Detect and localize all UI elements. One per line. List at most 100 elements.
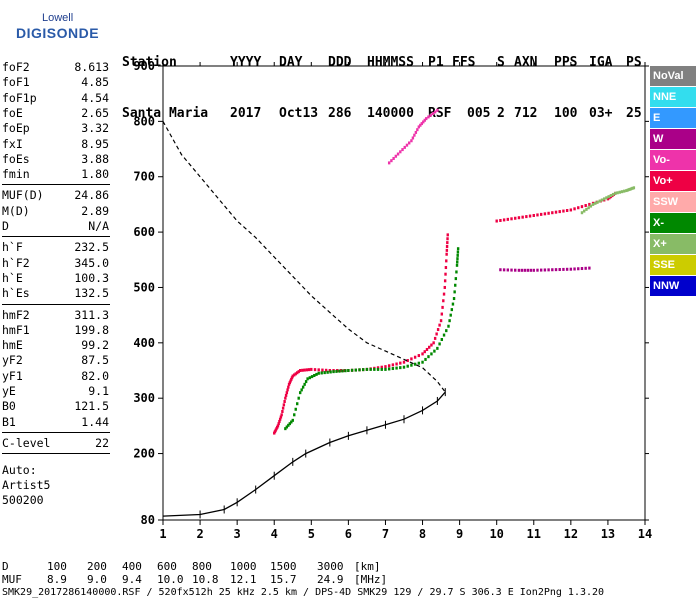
echo-point [499, 268, 502, 272]
echo-point [310, 367, 313, 371]
logo-digisonde-text: DIGISONDE [16, 25, 100, 41]
param-he: h`E 100.3 [2, 271, 109, 285]
param-label: MUF(D) [2, 188, 44, 203]
param-value: 8.95 [81, 136, 109, 151]
echo-point [514, 268, 517, 272]
echo-point [376, 367, 380, 371]
echo-point [521, 215, 524, 219]
echo-point [280, 413, 283, 417]
echo-point [413, 355, 417, 359]
echo-point [287, 382, 291, 386]
param-value: 3.88 [81, 151, 109, 166]
echo-point [569, 267, 573, 271]
echo-point [565, 209, 569, 213]
echo-point [410, 139, 413, 143]
auto-scaling-line1: Auto: [2, 463, 37, 478]
distance-value: 400 [122, 560, 142, 573]
param-hf: h`F 232.5 [2, 240, 109, 254]
muf-value: 10.8 [192, 573, 219, 586]
header-value-6: 005 [467, 106, 491, 121]
echo-point [623, 189, 626, 193]
muf-value: [MHz] [354, 573, 388, 586]
echo-point [445, 248, 449, 252]
echo-point [358, 368, 361, 372]
echo-point [290, 377, 293, 381]
echo-point [414, 130, 418, 134]
echo-point [562, 267, 565, 271]
echo-point [433, 336, 437, 340]
echo-point [290, 376, 294, 380]
x-tick-label: 13 [601, 527, 615, 541]
echo-point [520, 268, 524, 272]
echo-point [554, 268, 558, 272]
param-value: 121.5 [74, 399, 109, 414]
echo-point [323, 371, 326, 375]
echo-point [338, 369, 341, 373]
echo-point [456, 260, 459, 264]
echo-point [445, 329, 448, 333]
echo-point [594, 201, 597, 205]
param-value: 22 [95, 435, 109, 450]
echo-point [281, 406, 285, 410]
echo-point [433, 110, 437, 114]
x-tick-label: 10 [489, 527, 503, 541]
echo-point [588, 202, 591, 206]
x-tick-label: 3 [234, 527, 241, 541]
echo-point [289, 379, 292, 383]
echo-point [502, 218, 506, 222]
echo-point [407, 141, 411, 145]
echo-point [445, 259, 448, 263]
echo-point [632, 186, 636, 190]
echo-point [573, 267, 576, 271]
echo-point [539, 212, 543, 216]
echo-point [628, 187, 631, 191]
echo-point [293, 373, 296, 377]
echo-point [580, 205, 584, 209]
echo-point [526, 268, 530, 272]
echo-point [598, 199, 601, 203]
header-value-1: 2017 [230, 106, 262, 121]
muf-label: MUF [2, 573, 22, 586]
muf-value: 9.0 [87, 573, 107, 586]
echo-point [298, 391, 302, 395]
echo-point [406, 364, 409, 368]
legend-item-e: E [650, 108, 696, 128]
echo-point [421, 352, 424, 356]
distance-row: D 100 200 400 600 800 1000 1500 3000 [km] [2, 560, 402, 573]
echo-point [276, 424, 280, 428]
echo-point [297, 370, 300, 374]
param-value: 4.85 [81, 75, 109, 90]
echo-point [304, 380, 308, 384]
panel-divider [2, 453, 110, 455]
x-tick-label: 6 [345, 527, 352, 541]
echo-point [616, 191, 619, 195]
echo-point [577, 267, 580, 271]
legend-item-nne: NNE [650, 87, 696, 107]
distance-value: [km] [354, 560, 381, 573]
echo-point [631, 186, 634, 190]
echo-point [427, 115, 430, 119]
param-label: yF2 [2, 353, 23, 368]
echo-point [305, 368, 309, 372]
panel-divider [2, 303, 110, 305]
param-label: fxI [2, 136, 23, 151]
echo-point [452, 297, 456, 301]
echo-point [436, 108, 439, 112]
echo-point [384, 365, 387, 369]
echo-point [547, 211, 550, 215]
echo-point [287, 423, 290, 427]
echo-point [303, 382, 306, 386]
echo-point [281, 409, 284, 413]
echo-point [339, 369, 343, 373]
echo-point [391, 363, 395, 367]
auto-scaling-line3: 500200 [2, 493, 44, 508]
echo-point [606, 197, 610, 201]
echo-point [431, 112, 435, 116]
echo-point [436, 328, 440, 332]
echo-point [444, 272, 447, 276]
echo-point [529, 268, 533, 272]
echo-point [365, 367, 369, 371]
y-tick-label: 900 [133, 59, 155, 73]
echo-point [442, 333, 446, 337]
echo-point [543, 268, 547, 272]
